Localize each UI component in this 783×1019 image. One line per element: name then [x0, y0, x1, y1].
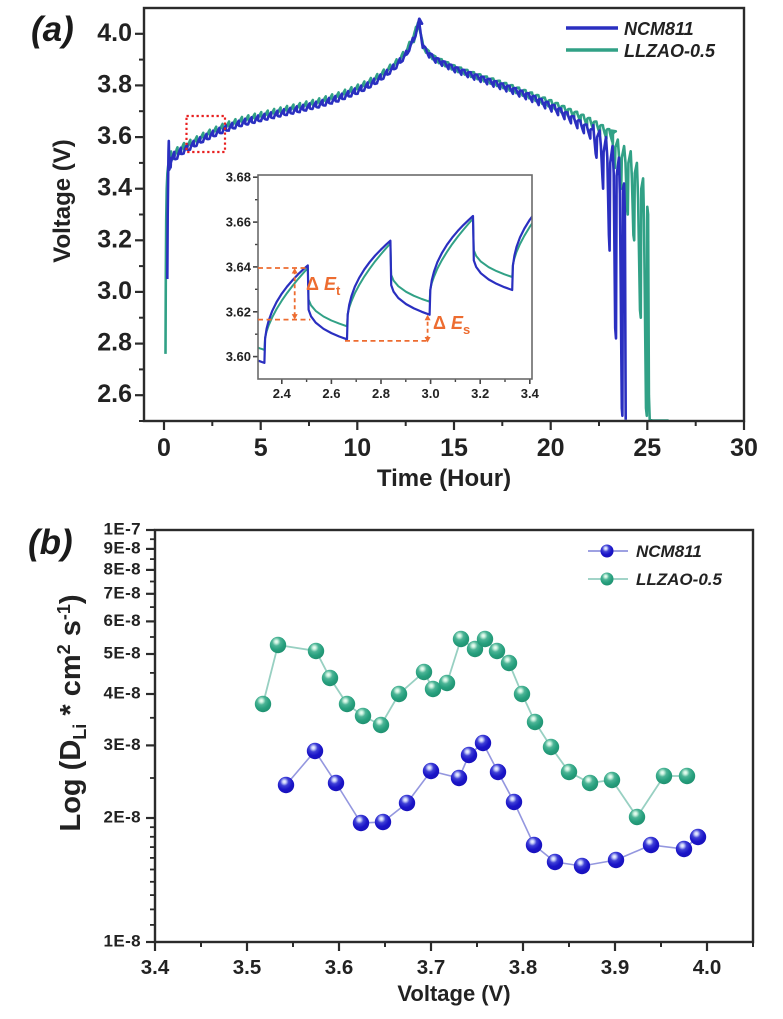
svg-text:2.8: 2.8: [97, 329, 132, 357]
svg-text:3.4: 3.4: [521, 386, 540, 401]
svg-text:20: 20: [537, 434, 565, 462]
svg-text:7E-8: 7E-8: [103, 583, 141, 602]
svg-text:1E-8: 1E-8: [103, 932, 141, 951]
svg-text:9E-8: 9E-8: [103, 538, 141, 557]
svg-text:(a): (a): [31, 10, 74, 49]
svg-text:0: 0: [157, 434, 171, 462]
svg-text:3.4: 3.4: [141, 956, 170, 979]
svg-text:Time (Hour): Time (Hour): [377, 465, 511, 492]
svg-text:3.0: 3.0: [97, 277, 132, 305]
svg-text:3.68: 3.68: [226, 170, 251, 185]
svg-text:15: 15: [440, 434, 468, 462]
svg-text:3.6: 3.6: [325, 956, 354, 979]
svg-text:2E-8: 2E-8: [103, 808, 141, 827]
svg-text:3.66: 3.66: [226, 215, 251, 230]
svg-text:3.7: 3.7: [417, 956, 446, 979]
svg-text:3.60: 3.60: [226, 349, 251, 364]
svg-text:3.0: 3.0: [422, 386, 440, 401]
svg-text:(b): (b): [28, 523, 73, 562]
svg-text:2.8: 2.8: [372, 386, 390, 401]
svg-text:Log (DLi * cm2 s-1): Log (DLi * cm2 s-1): [54, 594, 90, 831]
svg-text:LLZAO-0.5: LLZAO-0.5: [624, 41, 716, 61]
svg-text:3.6: 3.6: [97, 122, 132, 150]
svg-text:3.5: 3.5: [233, 956, 262, 979]
svg-text:8E-8: 8E-8: [103, 559, 141, 578]
svg-text:3.8: 3.8: [97, 70, 132, 98]
svg-text:3.62: 3.62: [226, 304, 251, 319]
svg-text:3.8: 3.8: [509, 956, 538, 979]
svg-text:5E-8: 5E-8: [103, 644, 141, 663]
svg-text:30: 30: [730, 434, 758, 462]
svg-text:3E-8: 3E-8: [103, 735, 141, 754]
svg-text:Voltage (V): Voltage (V): [397, 981, 510, 1006]
svg-text:4.0: 4.0: [97, 19, 132, 47]
svg-text:LLZAO-0.5: LLZAO-0.5: [636, 570, 722, 589]
svg-text:2.4: 2.4: [273, 386, 292, 401]
svg-text:2.6: 2.6: [322, 386, 340, 401]
svg-text:3.9: 3.9: [601, 956, 630, 979]
svg-text:25: 25: [633, 434, 661, 462]
svg-text:6E-8: 6E-8: [103, 611, 141, 630]
svg-text:3.2: 3.2: [97, 225, 132, 253]
svg-text:3.2: 3.2: [471, 386, 489, 401]
svg-text:4E-8: 4E-8: [103, 684, 141, 703]
svg-text:5: 5: [254, 434, 268, 462]
svg-text:3.64: 3.64: [226, 259, 252, 274]
svg-text:NCM811: NCM811: [636, 542, 702, 561]
svg-text:Voltage (V): Voltage (V): [49, 139, 76, 263]
svg-text:2.6: 2.6: [97, 380, 132, 408]
svg-text:4.0: 4.0: [693, 956, 722, 979]
svg-text:1E-7: 1E-7: [103, 520, 141, 539]
svg-text:NCM811: NCM811: [624, 19, 694, 39]
svg-text:10: 10: [343, 434, 371, 462]
svg-text:3.4: 3.4: [97, 174, 132, 202]
